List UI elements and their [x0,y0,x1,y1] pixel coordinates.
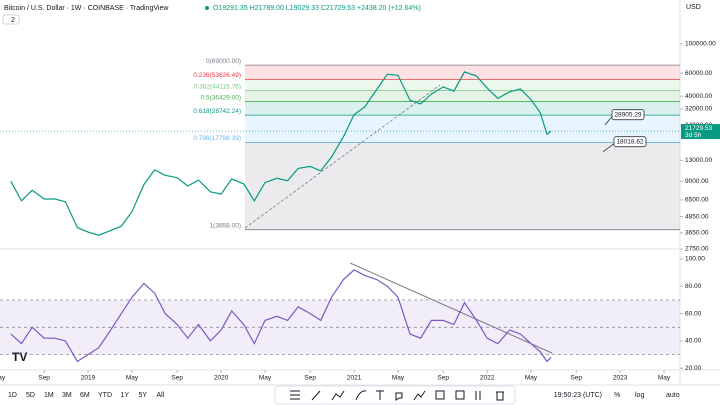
tool-icon[interactable] [455,390,465,400]
fib-zone [245,115,680,143]
tool-icon[interactable] [331,390,345,401]
fib-label: 0.5(36429.00) [201,94,241,101]
price-tick-label: 3650.00 [685,230,709,237]
fib-label: 0.786(17798.39) [193,135,241,142]
fib-zone [245,65,680,80]
bar-countdown: 3d 5h [685,132,702,139]
callout-leader [602,143,615,153]
time-tick-label: Sep [38,375,50,382]
fib-label: 0.236(53626.49) [193,72,241,79]
indicator-count: 2 [11,17,15,24]
scale-option[interactable]: log [635,392,644,399]
callout-box [611,109,645,121]
range-button[interactable]: 5D [26,392,35,399]
price-tick-label: 13000.00 [685,157,712,164]
fib-zone [245,101,680,116]
range-button[interactable]: All [157,392,165,399]
drawing-toolbar-frame [274,385,516,405]
price-tick-label: 32000.00 [685,106,712,113]
scale-option[interactable]: % [614,392,620,399]
fib-zone [245,90,680,102]
time-tick-label: May [259,375,272,382]
tool-icon[interactable] [475,391,481,400]
status-dot [205,6,209,10]
time-tick-label: 2021 [347,375,362,382]
rsi-tick-label: 40.00 [685,338,702,345]
currency-label: USD [686,4,701,11]
tool-icon[interactable] [311,390,321,401]
range-button[interactable]: 3M [62,392,72,399]
price-tick-label: 60000.00 [685,70,712,77]
series-line [10,269,552,363]
rsi-tick-label: 20.00 [685,365,702,372]
price-tick-label: 2750.00 [685,246,709,253]
time-tick-label: 2022 [480,375,495,382]
fib-label: 0(69000.00) [206,58,241,65]
rsi-trend-line [349,262,553,354]
tool-icon[interactable] [355,390,367,401]
rsi-tick-label: 100.00 [685,256,705,263]
tool-icon[interactable] [496,391,504,401]
callout-label: 18018.62 [616,138,643,145]
range-button[interactable]: 1Y [121,392,130,399]
time-tick-label: May [126,375,139,382]
range-button[interactable]: 1M [44,392,54,399]
callout-leader [604,116,613,125]
last-price-label: 21729.53 [685,125,712,132]
fib-label: 0.382(44115.76) [194,83,241,90]
range-button[interactable]: 6M [80,392,90,399]
time-tick-label: Sep [171,375,183,382]
price-tick-label: 9000.00 [685,178,709,185]
time-tick-label: May [0,375,6,382]
price-tick-label: 40000.00 [685,93,712,100]
time-tick-label: May [525,375,538,382]
ohlc-values: O19291.35 H21789.00 L19029.33 C21729.53 … [213,5,421,12]
scale-option[interactable]: auto [666,392,680,399]
series-line [10,71,552,236]
tool-icon[interactable] [395,392,403,401]
range-button[interactable]: 1D [8,392,17,399]
symbol-title: Bitcoin / U.S. Dollar · 1W · COINBASE · … [4,5,169,12]
price-tick-label: 6500.00 [685,197,709,204]
fib-label: 1(3858.00) [210,222,241,229]
time-tick-label: May [658,375,671,382]
indicator-toggle[interactable] [2,14,20,25]
last-price-tag [681,124,720,140]
fib-zone [245,79,680,91]
time-tick-label: 2023 [613,375,628,382]
tool-icon[interactable] [376,390,384,400]
drawing-toolbar [274,385,516,405]
callout-label: 28905.29 [614,111,641,118]
tv-logo: TV [12,350,27,364]
time-tick-label: 2019 [81,375,96,382]
rsi-tick-label: 60.00 [685,310,702,317]
fib-trend-line [244,84,441,229]
time-tick-label: May [392,375,405,382]
range-button[interactable]: YTD [98,392,112,399]
time-tick-label: Sep [304,375,316,382]
range-button[interactable]: 5Y [139,392,148,399]
time-tick-label: 2020 [214,375,229,382]
time-tick-label: Sep [570,375,582,382]
clock: 19:50:23 (UTC) [554,392,602,399]
price-tick-label: 100000.00 [685,41,716,48]
rsi-tick-label: 80.00 [685,283,702,290]
tool-icon[interactable] [435,390,445,400]
tool-icon[interactable] [290,390,300,400]
fib-zone [245,142,680,230]
tool-icon[interactable] [413,390,426,401]
time-tick-label: Sep [437,375,449,382]
price-tick-label: 4850.00 [685,213,709,220]
fib-label: 0.618(28742.24) [193,108,241,115]
callout-box [613,136,647,148]
